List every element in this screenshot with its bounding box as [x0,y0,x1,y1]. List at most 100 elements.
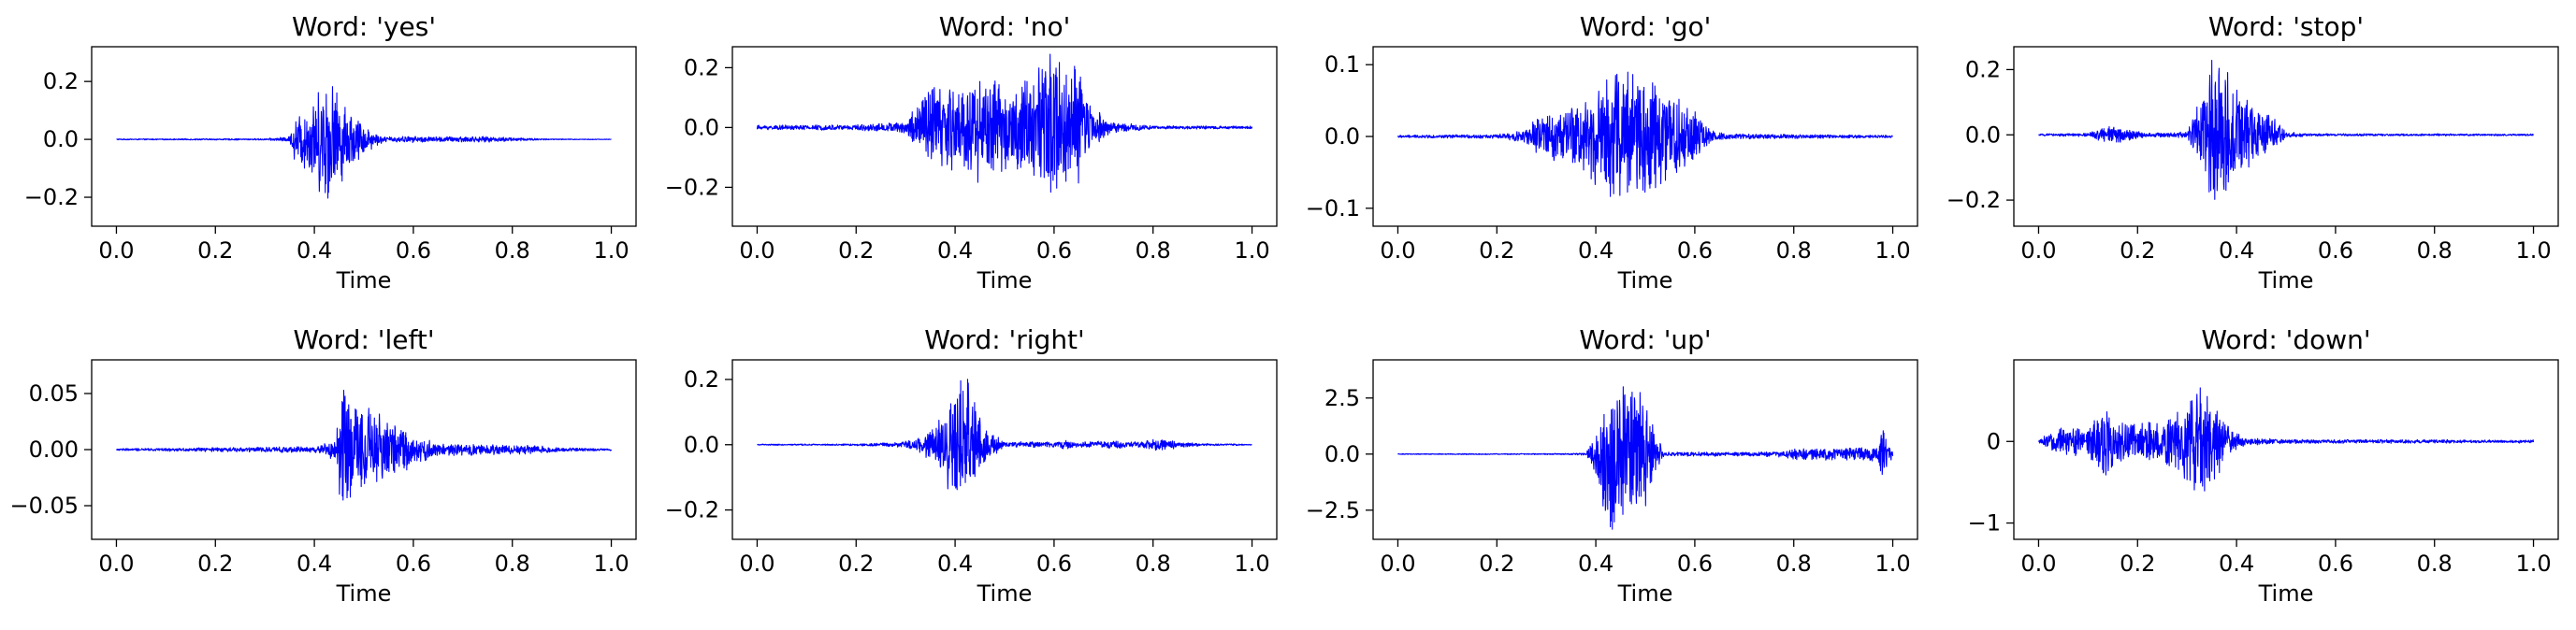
waveform-line [756,53,1253,193]
x-tick-label: 1.0 [2515,237,2551,264]
y-tick-label: 0.2 [43,68,79,94]
x-tick-label: 1.0 [1874,551,1910,577]
y-tick-label: 0.2 [684,54,719,80]
waveform-line [1397,71,1893,197]
x-tick-label: 0.0 [1380,237,1415,264]
x-tick-label: 0.4 [297,551,332,577]
x-tick-label: 0.0 [739,237,774,264]
x-tick-label: 1.0 [2515,551,2551,577]
y-tick-label: 0.0 [1965,122,2001,148]
x-tick-label: 0.0 [98,237,134,264]
x-tick-label: 0.4 [297,237,332,264]
y-tick-label: 0.00 [29,437,79,463]
x-tick-label: 1.0 [593,237,629,264]
x-tick-label: 1.0 [1234,237,1269,264]
waveform-line [757,379,1252,491]
axes-frame [1372,359,1918,540]
axes-frame [2013,46,2559,227]
x-tick-label: 0.6 [396,551,431,577]
y-tick-label: 0.0 [684,432,719,458]
x-tick-label: 0.8 [1136,237,1171,264]
y-tick-label: 0.0 [1324,441,1360,467]
x-tick-label: 0.8 [1776,237,1812,264]
subplot-title: Word: 'left' [293,324,434,355]
subplot-title: Word: 'no' [939,11,1071,42]
x-tick-label: 0.4 [2219,237,2254,264]
x-tick-label: 0.2 [838,237,874,264]
y-tick-label: −0.05 [9,493,79,519]
subplot-title: Word: 'yes' [292,11,436,42]
y-tick-label: 0.0 [43,126,79,152]
subplot-6: Word: 'right' 0.0 0.2 0.4 0.6 0.8 1.0 0.2 0.0 −0.… [665,324,1278,607]
axes-frame [731,46,1278,227]
y-tick-label: 2.5 [1324,385,1360,411]
x-tick-label: 1.0 [1234,551,1269,577]
x-tick-label: 0.8 [1776,551,1812,577]
x-tick-label: 0.8 [495,551,530,577]
x-tick-label: 1.0 [593,551,629,577]
y-tick-label: −2.5 [1306,497,1360,523]
x-tick-label: 0.6 [2318,551,2353,577]
waveform-line [1397,386,1894,530]
y-tick-label: −0.1 [1306,195,1360,222]
x-tick-label: 0.6 [2318,237,2353,264]
y-tick-label: 0.05 [29,380,79,407]
x-tick-label: 0.0 [2020,237,2056,264]
x-axis-label: Time [2258,267,2314,294]
x-tick-label: 0.4 [2219,551,2254,577]
x-tick-label: 0.6 [1036,551,1072,577]
y-tick-label: 0.0 [1324,123,1360,150]
x-tick-label: 0.0 [1380,551,1415,577]
x-tick-label: 0.6 [1677,551,1713,577]
axes-frame [91,46,637,227]
y-tick-label: 0.2 [684,366,719,393]
x-tick-label: 0.0 [739,551,774,577]
x-tick-label: 1.0 [1874,237,1910,264]
waveform-line [2038,60,2534,200]
x-tick-label: 0.2 [838,551,874,577]
waveform-line [115,389,613,501]
y-tick-label: 0 [1987,428,2001,454]
x-tick-label: 0.0 [2020,551,2056,577]
subplot-title: Word: 'up' [1579,324,1711,355]
subplot-title: Word: 'right' [924,324,1085,355]
axes-frame [2013,359,2559,540]
subplot-3: Word: 'go' 0.0 0.2 0.4 0.6 0.8 1.0 0.1 0.0 −0.1 Ti… [1306,11,1918,294]
x-tick-label: 0.2 [197,551,233,577]
subplot-4: Word: 'stop' 0.0 0.2 0.4 0.6 0.8 1.0 0.2 0.0 −0.2… [1946,11,2559,294]
subplot-2: Word: 'no' 0.0 0.2 0.4 0.6 0.8 1.0 0.2 0.0 −0.2 Ti… [665,11,1278,294]
x-axis-label: Time [336,267,392,294]
x-tick-label: 0.8 [1136,551,1171,577]
x-axis-label: Time [1617,267,1673,294]
x-axis-label: Time [977,267,1033,294]
x-tick-label: 0.4 [1578,237,1614,264]
subplot-1: Word: 'yes' 0.0 0.2 0.4 0.6 0.8 1.0 0.2 0.0 −0.2 T… [24,11,637,294]
x-tick-label: 0.0 [98,551,134,577]
waveform-line [116,86,612,199]
y-tick-label: 0.1 [1324,51,1360,78]
x-axis-label: Time [336,580,392,607]
axes-frame [731,359,1278,540]
subplot-5: Word: 'left' 0.0 0.2 0.4 0.6 0.8 1.0 0.05 0.00 −0… [9,324,637,607]
x-axis-label: Time [977,580,1033,607]
y-tick-label: −0.2 [665,174,719,200]
y-tick-label: −0.2 [1946,187,2001,213]
y-tick-label: −0.2 [24,184,79,210]
x-tick-label: 0.4 [1578,551,1614,577]
x-tick-label: 0.8 [495,237,530,264]
subplot-title: Word: 'go' [1580,11,1712,42]
x-tick-label: 0.8 [2417,551,2453,577]
subplot-7: Word: 'up' 0.0 0.2 0.4 0.6 0.8 1.0 2.5 0.0 −2.5 Ti… [1306,324,1918,607]
x-tick-label: 0.2 [1479,551,1514,577]
x-tick-label: 0.6 [1677,237,1713,264]
subplot-8: Word: 'down' 0.0 0.2 0.4 0.6 0.8 1.0 0 −1 Time [1968,324,2559,607]
x-tick-label: 0.8 [2417,237,2453,264]
y-tick-label: −1 [1968,510,2001,537]
x-tick-label: 0.2 [2120,237,2155,264]
x-tick-label: 0.4 [937,237,973,264]
y-tick-label: 0.0 [684,114,719,140]
x-axis-label: Time [1617,580,1673,607]
x-tick-label: 0.2 [1479,237,1514,264]
x-axis-label: Time [2258,580,2314,607]
